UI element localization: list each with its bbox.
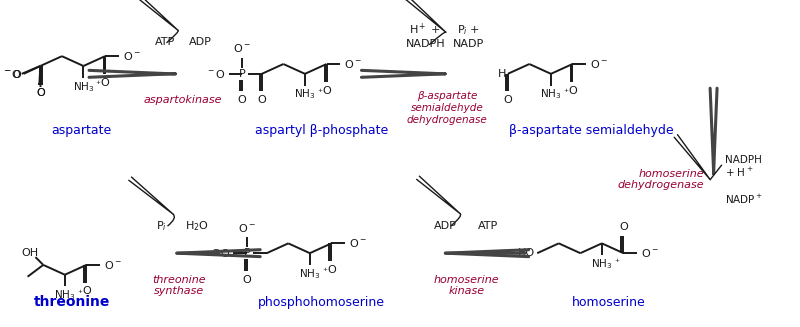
Text: NADP$^+$: NADP$^+$ xyxy=(726,193,763,206)
Text: homoserine: homoserine xyxy=(572,296,646,309)
Text: + H$^+$: + H$^+$ xyxy=(726,166,754,180)
Text: $^-$O: $^-$O xyxy=(2,68,22,80)
Text: $^+$: $^+$ xyxy=(76,288,83,298)
Text: NH$_3$: NH$_3$ xyxy=(591,257,613,271)
Text: $^+$: $^+$ xyxy=(321,267,328,276)
Text: P$_i$ +: P$_i$ + xyxy=(457,23,480,37)
Text: NADP: NADP xyxy=(453,40,484,49)
Text: β-aspartate
semialdehyde
dehydrogenase: β-aspartate semialdehyde dehydrogenase xyxy=(406,92,487,125)
Text: NH$_3$: NH$_3$ xyxy=(540,88,562,101)
Text: NH$_3$: NH$_3$ xyxy=(294,88,316,101)
Text: homoserine
dehydrogenase: homoserine dehydrogenase xyxy=(617,169,704,190)
Text: ADP: ADP xyxy=(434,221,457,231)
Text: O: O xyxy=(82,286,90,297)
Text: O: O xyxy=(619,222,628,232)
Text: phosphohomoserine: phosphohomoserine xyxy=(258,296,385,309)
Text: ADP: ADP xyxy=(189,38,211,47)
Text: HO: HO xyxy=(518,248,535,258)
Text: aspartate: aspartate xyxy=(51,124,112,137)
Text: O: O xyxy=(568,86,577,95)
Text: β-aspartate semialdehyde: β-aspartate semialdehyde xyxy=(509,124,674,137)
Text: $^+$: $^+$ xyxy=(94,80,102,89)
Text: O: O xyxy=(503,95,512,105)
Text: O$^-$: O$^-$ xyxy=(122,50,141,62)
Text: O: O xyxy=(36,88,45,97)
Text: NH$_3$: NH$_3$ xyxy=(73,80,94,94)
Text: P: P xyxy=(244,248,250,258)
Text: O: O xyxy=(242,275,251,285)
Text: O$^-$: O$^-$ xyxy=(238,222,256,233)
Text: aspartyl β-phosphate: aspartyl β-phosphate xyxy=(255,124,388,137)
Text: O$^-$: O$^-$ xyxy=(349,237,367,250)
Text: O$^-$: O$^-$ xyxy=(641,247,659,259)
Text: O$^-$: O$^-$ xyxy=(104,259,122,271)
Text: P: P xyxy=(239,69,246,79)
Text: P$_i$: P$_i$ xyxy=(156,219,167,232)
Text: ATP: ATP xyxy=(478,221,498,231)
Text: $^+$: $^+$ xyxy=(562,88,570,96)
Text: O$^-$: O$^-$ xyxy=(590,58,608,70)
Text: OH: OH xyxy=(21,248,38,258)
Text: threonine: threonine xyxy=(34,295,110,309)
Text: $^+$: $^+$ xyxy=(316,88,323,96)
Text: H: H xyxy=(498,69,506,79)
Text: aspartokinase: aspartokinase xyxy=(143,95,222,105)
Text: H$_2$O: H$_2$O xyxy=(186,219,209,232)
Text: O: O xyxy=(238,95,246,105)
Text: NADPH: NADPH xyxy=(726,155,762,165)
Text: homoserine
kinase: homoserine kinase xyxy=(434,275,499,296)
Text: NADPH: NADPH xyxy=(406,40,446,49)
Text: O: O xyxy=(258,95,266,105)
Text: $^+$: $^+$ xyxy=(613,257,620,266)
Text: O: O xyxy=(322,86,331,95)
Text: threonine
synthase: threonine synthase xyxy=(153,275,206,296)
Text: O$^-$: O$^-$ xyxy=(344,58,362,70)
Text: H$^+$ +: H$^+$ + xyxy=(410,22,442,37)
Text: $^-$O: $^-$O xyxy=(211,247,231,259)
Text: O$^-$: O$^-$ xyxy=(234,42,251,54)
Text: $^-$O: $^-$O xyxy=(2,68,22,80)
Text: ATP: ATP xyxy=(154,38,175,47)
Text: O: O xyxy=(36,88,45,97)
Text: O: O xyxy=(101,78,110,88)
Text: $^-$O: $^-$O xyxy=(206,68,226,80)
Text: NH$_3$: NH$_3$ xyxy=(54,288,75,302)
Text: NH$_3$: NH$_3$ xyxy=(299,267,321,281)
Text: O: O xyxy=(327,265,336,275)
